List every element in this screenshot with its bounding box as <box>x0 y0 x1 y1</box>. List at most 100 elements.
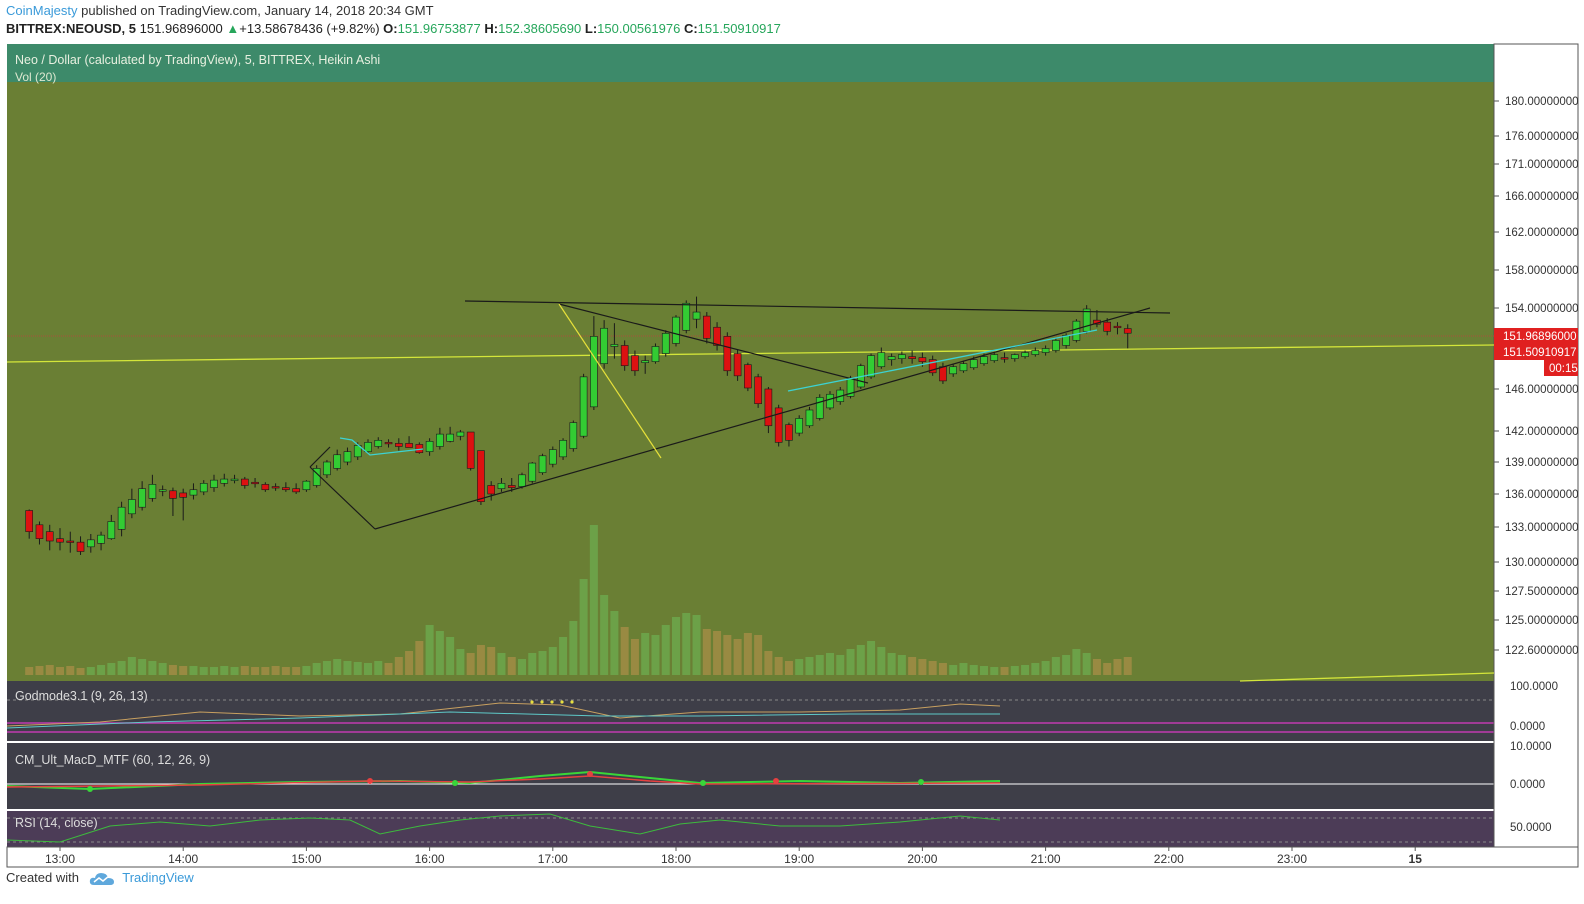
rsi-line <box>6 813 1001 843</box>
candle-body <box>374 439 383 447</box>
candle-body <box>733 353 742 377</box>
candle-body <box>271 486 280 489</box>
candle-body <box>846 377 855 397</box>
volume-bar <box>692 615 701 675</box>
price-scale[interactable] <box>1493 43 1579 848</box>
volume-bar <box>559 637 568 675</box>
candle-body <box>158 489 167 492</box>
volume-bar <box>764 651 773 675</box>
candle-body <box>723 336 732 372</box>
candle-body <box>323 461 331 476</box>
open-value: 151.96753877 <box>397 21 481 36</box>
volume-bar <box>394 657 403 675</box>
volume-bar <box>292 667 301 675</box>
price-tick-label: 130.00000000 <box>1505 557 1579 569</box>
candle-body <box>117 506 126 530</box>
price-labels: 151.96896000 151.50910917 00:15 <box>1494 328 1578 376</box>
rsi-label: RSI (14, close) <box>15 816 98 830</box>
volume-bar <box>25 667 34 675</box>
volume-bar <box>887 653 896 675</box>
volume-bar <box>836 655 845 675</box>
godmode-series <box>6 700 1001 729</box>
volume-bar <box>261 667 270 675</box>
price-tick-label: 154.00000000 <box>1505 303 1579 315</box>
candle-body <box>302 480 311 491</box>
candle-body <box>898 354 906 359</box>
time-tick-label: 22:00 <box>1154 852 1184 866</box>
price-label-bg <box>1494 328 1578 344</box>
candle-body <box>333 454 342 469</box>
volume-bar <box>1123 657 1132 675</box>
volume-bar <box>210 667 218 675</box>
macd-cross-dot <box>452 780 458 786</box>
candle-body <box>651 346 660 362</box>
candle-body <box>1062 335 1070 346</box>
volume-bar <box>1000 667 1009 675</box>
volume-bar <box>579 579 588 675</box>
time-tick-label: 16:00 <box>415 852 445 866</box>
volume-bar <box>405 651 414 675</box>
author-link[interactable]: CoinMajesty <box>6 3 78 18</box>
volume-bar <box>456 649 465 675</box>
volume-bar <box>610 611 619 675</box>
indicator-tick-label: 10.0000 <box>1510 741 1552 753</box>
candle-body <box>949 366 958 375</box>
volume-bar <box>333 659 342 675</box>
high-label: H: <box>484 21 499 36</box>
candle-body <box>1123 328 1132 334</box>
time-axis[interactable] <box>6 846 1579 868</box>
legend-band <box>7 44 1494 82</box>
candle-body <box>394 443 403 447</box>
candle-body <box>600 327 608 364</box>
footer: Created with TradingView <box>6 870 194 886</box>
macd-cross-dot <box>918 779 924 785</box>
volume-bar <box>497 653 506 675</box>
price-tick-label: 127.50000000 <box>1505 586 1579 598</box>
volume-bar <box>928 661 937 675</box>
volume-bar <box>487 647 496 675</box>
candle-body <box>1082 308 1091 332</box>
volume-bar <box>168 665 177 675</box>
lower-support-line <box>1239 672 1495 682</box>
volume-bar <box>754 635 763 675</box>
volume-bar <box>158 663 167 675</box>
volume-bar <box>1103 663 1112 675</box>
tradingview-link[interactable]: TradingView <box>122 870 194 885</box>
trendlines <box>309 300 1171 530</box>
time-tick-label: 21:00 <box>1031 852 1061 866</box>
volume-bar <box>805 657 814 675</box>
candle-body <box>87 539 95 548</box>
low-label: L: <box>584 21 598 36</box>
volume-bar <box>651 635 660 675</box>
volume-bar <box>969 665 978 675</box>
godmode-dot <box>530 700 534 704</box>
candle-body <box>446 433 454 442</box>
candle-body <box>1041 348 1050 353</box>
volume-bar <box>271 666 280 675</box>
volume-bar <box>415 641 424 675</box>
godmode-signal <box>6 711 1000 729</box>
candle-body <box>764 388 773 427</box>
candle-body <box>148 484 157 499</box>
price-tick-label: 162.00000000 <box>1505 227 1579 239</box>
volume-bar <box>189 666 198 675</box>
godmode-dot <box>570 700 574 704</box>
volume-bar <box>446 637 455 675</box>
candle-body <box>179 492 187 498</box>
price-tick-label: 166.00000000 <box>1505 191 1579 203</box>
candle-body <box>45 531 54 542</box>
godmode-line <box>6 702 1001 727</box>
candle-body <box>959 363 968 372</box>
volume-bar <box>1072 649 1081 675</box>
volume-bar <box>589 525 598 675</box>
countdown-bg <box>1544 360 1578 376</box>
candle-body <box>805 409 814 427</box>
volume-bar <box>538 651 547 675</box>
volume-bar <box>1010 666 1019 675</box>
candle-body <box>682 302 691 331</box>
candle-body <box>405 443 413 448</box>
candle-body <box>487 485 496 495</box>
volume-bar <box>281 667 290 675</box>
volume-bar <box>476 645 485 675</box>
